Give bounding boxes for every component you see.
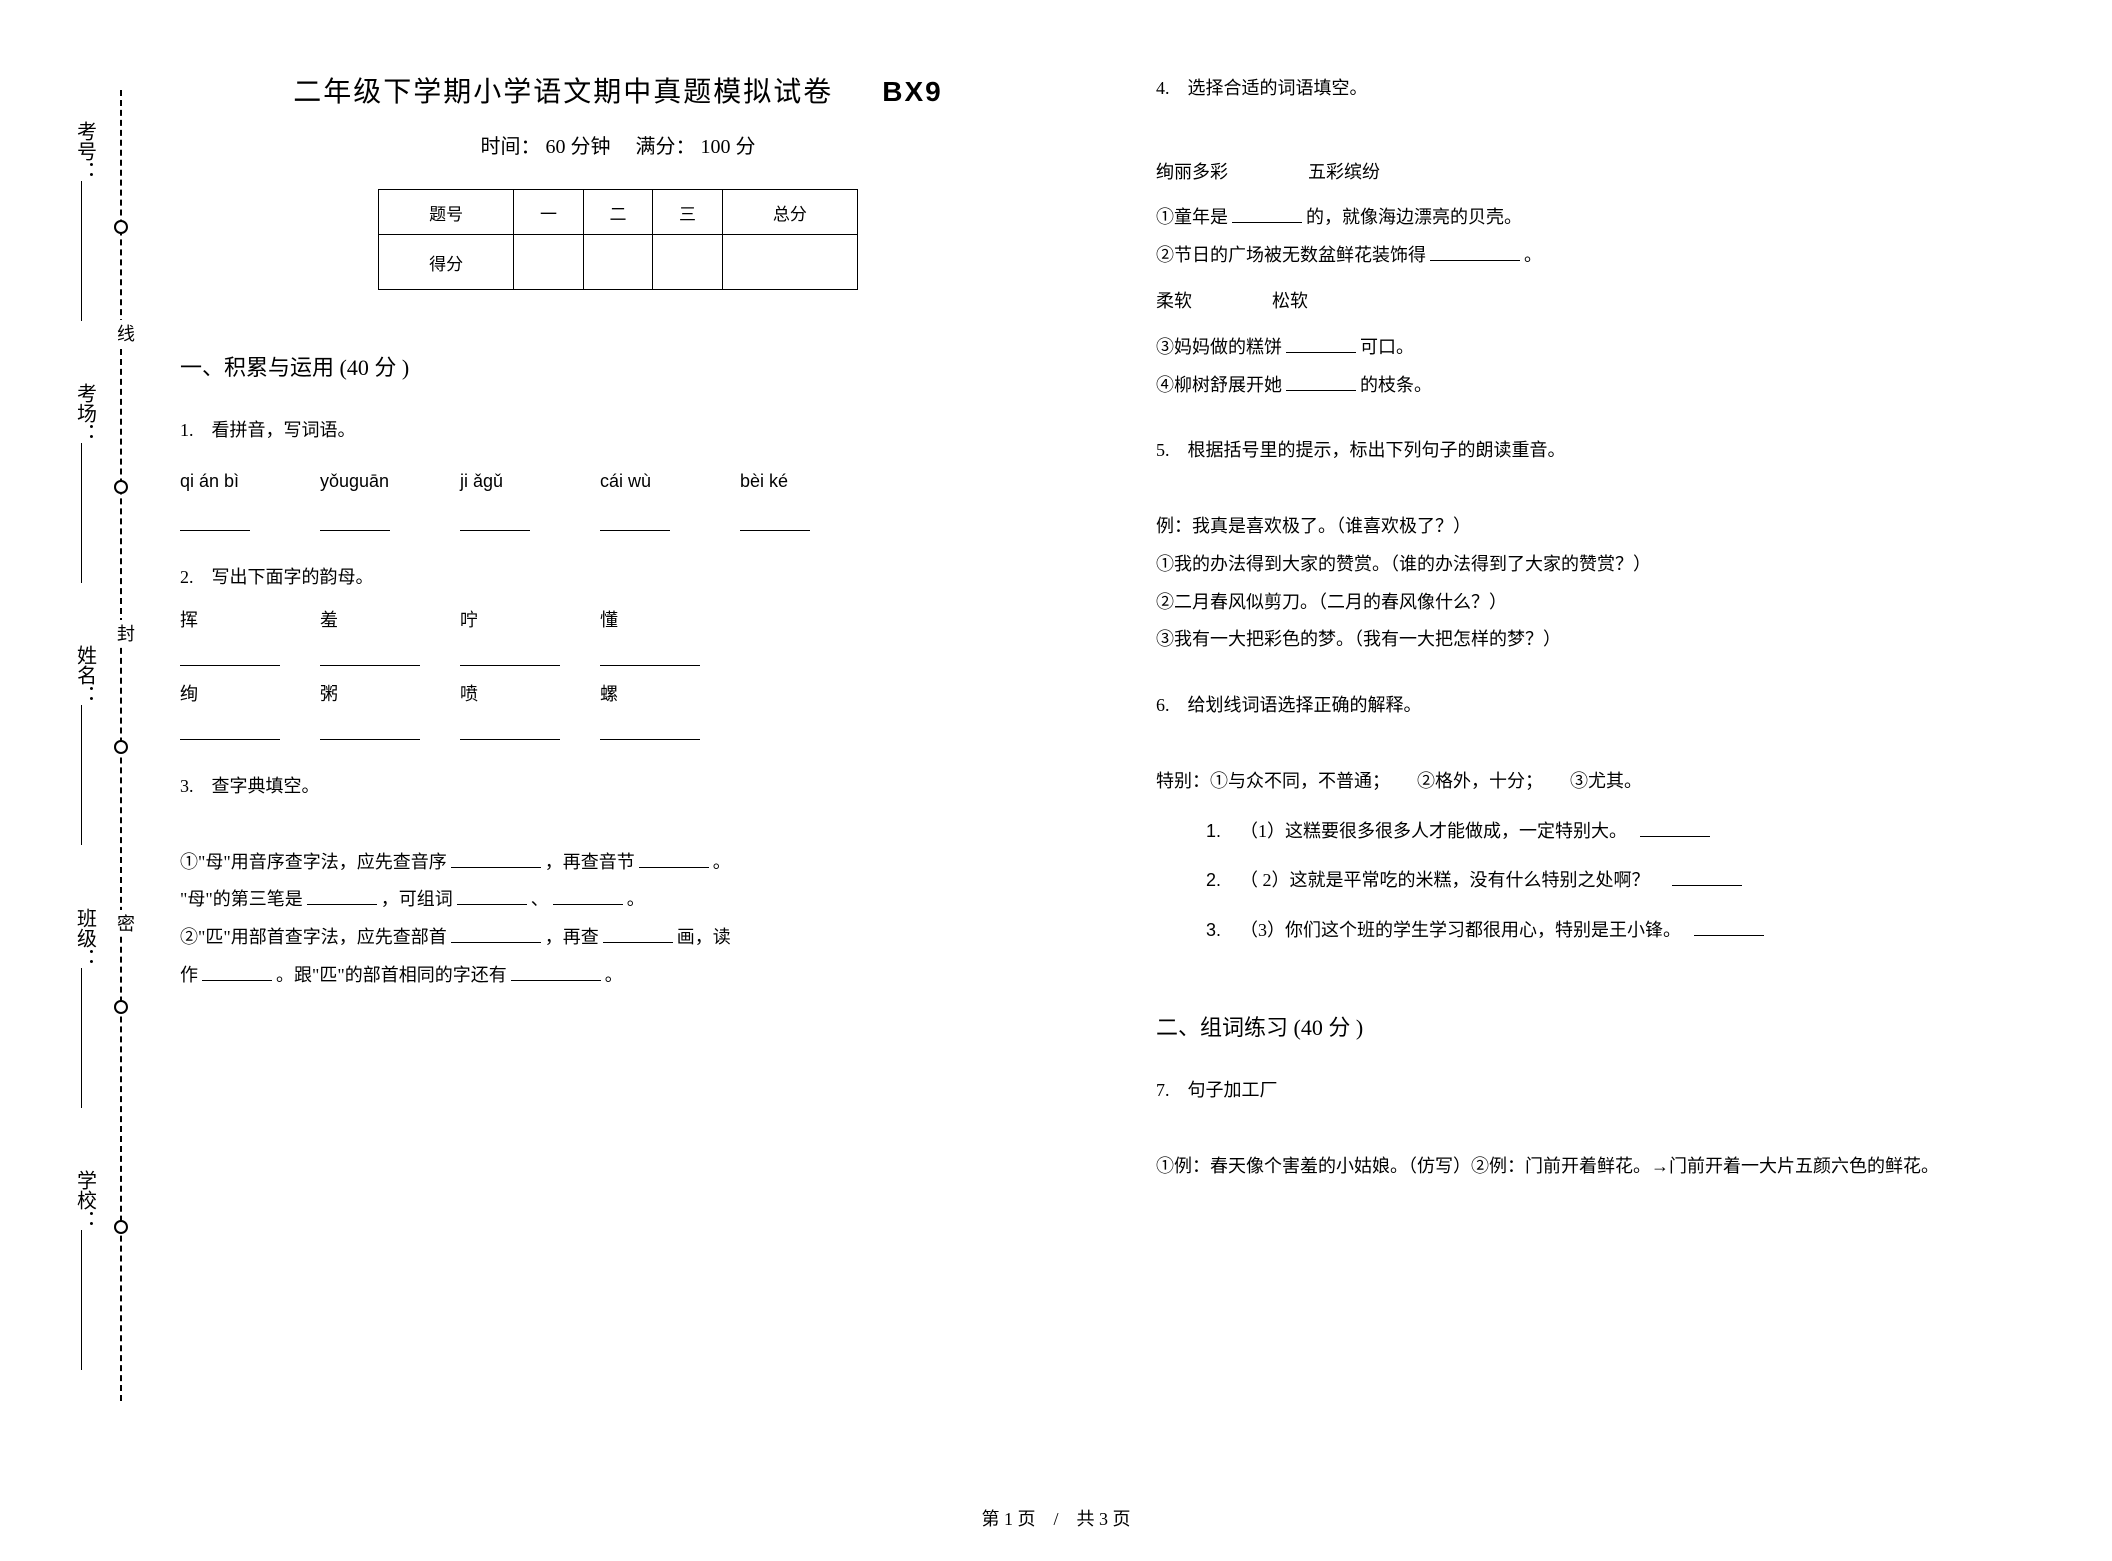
char-cell: 螺 bbox=[600, 704, 700, 740]
char-cell: 绚 bbox=[180, 704, 280, 740]
pinyin-item: yǒuguān bbox=[320, 463, 390, 531]
word-option: 柔软 bbox=[1156, 283, 1192, 321]
score-th: 二 bbox=[583, 190, 653, 235]
exam-title: 二年级下学期小学语文期中真题模拟试卷 BX9 bbox=[180, 70, 1056, 110]
binding-dot bbox=[114, 480, 128, 494]
exam-code: BX9 bbox=[882, 76, 942, 108]
question-3: 3. 查字典填空。 ①"母"用音序查字法，应先查音序，再查音节。 "母"的第三笔… bbox=[180, 768, 1056, 995]
score-th: 总分 bbox=[722, 190, 857, 235]
question-4: 4. 选择合适的词语填空。 绚丽多彩 五彩缤纷 ①童年是的，就像海边漂亮的贝壳。… bbox=[1156, 70, 2032, 404]
section-1-title: 一、积累与运用 (40 分 ) bbox=[180, 350, 1056, 382]
char-cell: 咛 bbox=[460, 630, 560, 666]
score-cell bbox=[514, 235, 584, 290]
question-6: 6. 给划线词语选择正确的解释。 特别：①与众不同，不普通； ②格外，十分； ③… bbox=[1156, 687, 2032, 950]
binding-label-school: 学校： bbox=[60, 1170, 110, 1370]
question-7: 7. 句子加工厂 ①例：春天像个害羞的小姑娘。（仿写）②例：门前开着鲜花。→门前… bbox=[1156, 1072, 2032, 1185]
score-th: 三 bbox=[653, 190, 723, 235]
binding-labels: 考号： 考场： 姓名： 班级： 学校： bbox=[60, 90, 110, 1401]
pinyin-item: qi án bì bbox=[180, 463, 250, 531]
binding-dot bbox=[114, 1220, 128, 1234]
word-option: 绚丽多彩 bbox=[1156, 154, 1228, 192]
pinyin-item: bèi ké bbox=[740, 463, 810, 531]
score-td: 得分 bbox=[379, 235, 514, 290]
score-cell bbox=[583, 235, 653, 290]
score-th: 题号 bbox=[379, 190, 514, 235]
word-option: 五彩缤纷 bbox=[1308, 154, 1380, 192]
char-cell: 喷 bbox=[460, 704, 560, 740]
question-2: 2. 写出下面字的韵母。 挥 羞 咛 懂 绚 粥 喷 螺 bbox=[180, 559, 1056, 740]
score-cell bbox=[653, 235, 723, 290]
page-indicator: 第 1 页 / 共 3 页 bbox=[0, 1505, 2112, 1531]
char-cell: 懂 bbox=[600, 630, 700, 666]
sub-item: 2. （ 2）这就是平常吃的米糕，没有什么特别之处啊？ bbox=[1206, 862, 2032, 900]
binding-label-class: 班级： bbox=[60, 908, 110, 1108]
binding-margin: 线 封 密 考号： 考场： 姓名： 班级： 学校： bbox=[40, 40, 160, 1481]
binding-label-id: 考号： bbox=[60, 121, 110, 321]
sub-item: 3. （3）你们这个班的学生学习都很用心，特别是王小锋。 bbox=[1206, 912, 2032, 950]
binding-tag-seal: 密 bbox=[112, 910, 138, 936]
pinyin-item: ji ǎgǔ bbox=[460, 463, 530, 531]
binding-dot bbox=[114, 220, 128, 234]
score-table: 题号 一 二 三 总分 得分 bbox=[378, 189, 858, 290]
word-option: 松软 bbox=[1272, 283, 1308, 321]
binding-tag-line: 线 bbox=[112, 320, 138, 346]
section-2-title: 二、组词练习 (40 分 ) bbox=[1156, 1010, 2032, 1042]
binding-label-name: 姓名： bbox=[60, 645, 110, 845]
char-cell: 粥 bbox=[320, 704, 420, 740]
pinyin-item: cái wù bbox=[600, 463, 670, 531]
exam-subtitle: 时间： 60 分钟 满分： 100 分 bbox=[180, 130, 1056, 159]
column-left: 二年级下学期小学语文期中真题模拟试卷 BX9 时间： 60 分钟 满分： 100… bbox=[160, 40, 1076, 1481]
score-cell bbox=[722, 235, 857, 290]
question-1: 1. 看拼音，写词语。 qi án bì yǒuguān ji ǎgǔ cái … bbox=[180, 412, 1056, 531]
column-right: 4. 选择合适的词语填空。 绚丽多彩 五彩缤纷 ①童年是的，就像海边漂亮的贝壳。… bbox=[1136, 40, 2052, 1481]
score-th: 一 bbox=[514, 190, 584, 235]
question-5: 5. 根据括号里的提示，标出下列句子的朗读重音。 例：我真是喜欢极了。（谁喜欢极… bbox=[1156, 432, 2032, 659]
binding-dot bbox=[114, 1000, 128, 1014]
binding-label-room: 考场： bbox=[60, 383, 110, 583]
binding-dot bbox=[114, 740, 128, 754]
char-cell: 羞 bbox=[320, 630, 420, 666]
char-cell: 挥 bbox=[180, 630, 280, 666]
sub-item: 1. （1）这糕要很多很多人才能做成，一定特别大。 bbox=[1206, 813, 2032, 851]
binding-tag-cut: 封 bbox=[112, 620, 138, 646]
